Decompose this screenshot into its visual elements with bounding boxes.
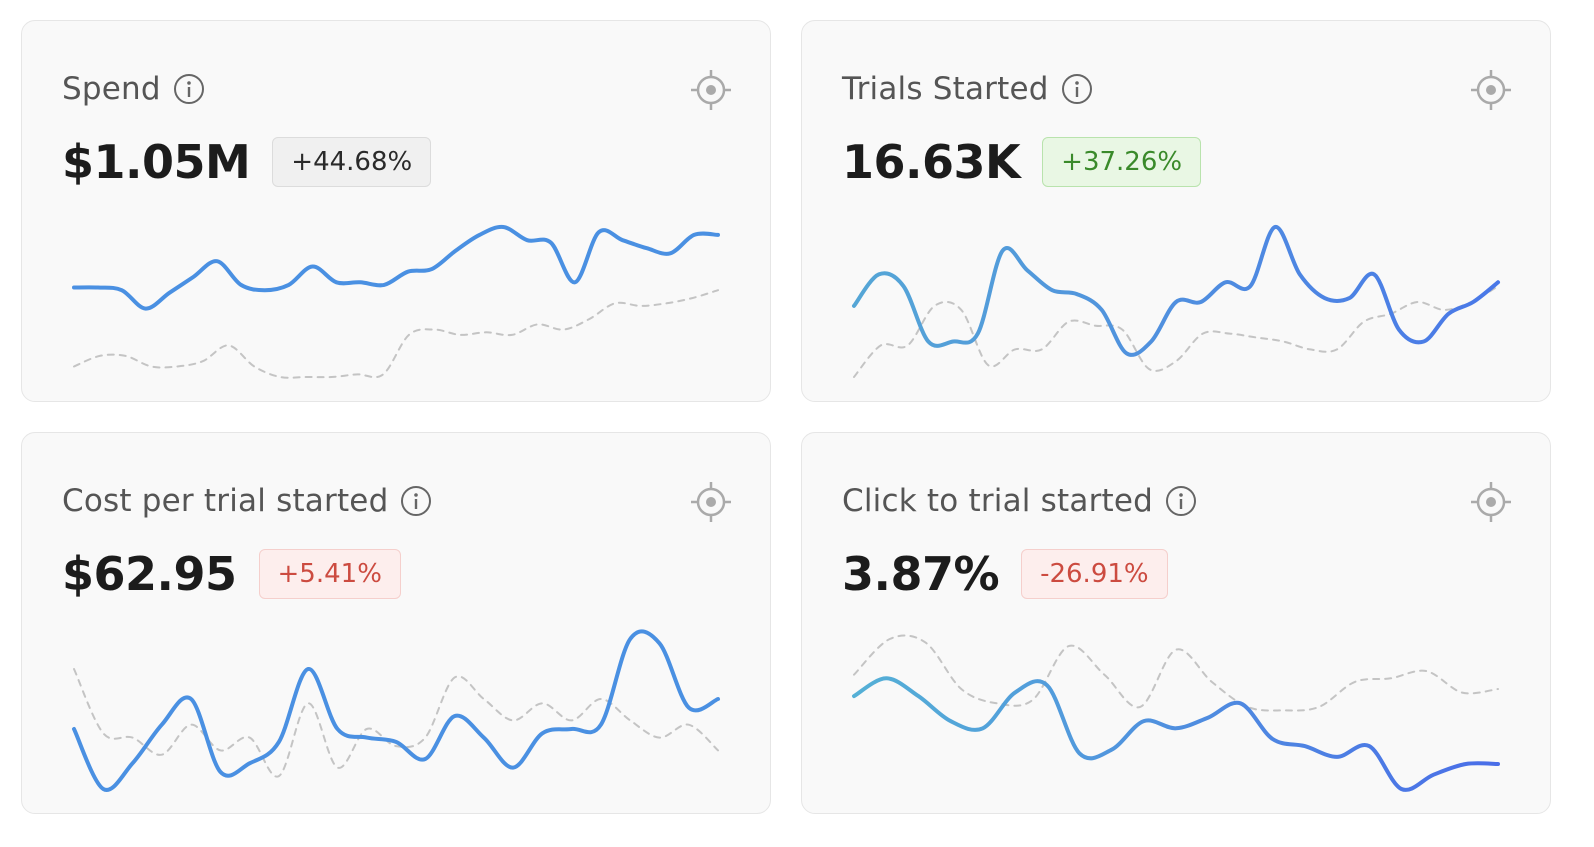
metric-card-spend[interactable]: Spend $1.05M +44.68% [21, 20, 771, 402]
metric-value: $62.95 [62, 547, 237, 601]
card-header: Click to trial started [842, 483, 1197, 519]
sparkline-chart [852, 225, 1500, 378]
crosshair-target-icon[interactable] [690, 69, 732, 111]
crosshair-target-icon[interactable] [690, 481, 732, 523]
metric-value: 16.63K [842, 135, 1021, 189]
info-circle-icon[interactable] [173, 73, 205, 105]
card-header: Spend [62, 71, 205, 107]
value-row: $62.95 +5.41% [62, 547, 401, 601]
comparison-series-line [853, 634, 1499, 712]
primary-series-line [852, 676, 1500, 792]
primary-series-line [72, 629, 720, 792]
change-badge: +5.41% [258, 549, 401, 599]
change-badge: +44.68% [272, 137, 432, 187]
card-title: Spend [62, 71, 161, 107]
card-title: Cost per trial started [62, 483, 389, 519]
primary-series-line [72, 224, 720, 311]
change-badge: +37.26% [1042, 137, 1202, 187]
info-circle-icon[interactable] [1165, 485, 1197, 517]
card-header: Cost per trial started [62, 483, 432, 519]
metric-card-click-to-trial[interactable]: Click to trial started 3.87% -26.91% [801, 432, 1551, 814]
card-header: Trials Started [842, 71, 1093, 107]
metric-card-trials-started[interactable]: Trials Started 16.63K +37.26% [801, 20, 1551, 402]
comparison-series-line [73, 289, 719, 379]
sparkline-chart [72, 224, 720, 379]
card-title: Trials Started [842, 71, 1049, 107]
primary-series-line [852, 225, 1500, 357]
info-circle-icon[interactable] [400, 485, 432, 517]
metric-value: 3.87% [842, 547, 1000, 601]
sparkline-chart [852, 634, 1500, 792]
value-row: 3.87% -26.91% [842, 547, 1168, 601]
metric-value: $1.05M [62, 135, 251, 189]
crosshair-target-icon[interactable] [1470, 481, 1512, 523]
info-circle-icon[interactable] [1061, 73, 1093, 105]
value-row: 16.63K +37.26% [842, 135, 1202, 189]
change-badge: -26.91% [1021, 549, 1168, 599]
comparison-series-line [73, 668, 719, 778]
card-title: Click to trial started [842, 483, 1154, 519]
metrics-grid: Spend $1.05M +44.68% Trials Started [21, 20, 1551, 814]
value-row: $1.05M +44.68% [62, 135, 432, 189]
sparkline-chart [72, 629, 720, 792]
crosshair-target-icon[interactable] [1470, 69, 1512, 111]
metric-card-cost-per-trial[interactable]: Cost per trial started $62.95 +5.41% [21, 432, 771, 814]
